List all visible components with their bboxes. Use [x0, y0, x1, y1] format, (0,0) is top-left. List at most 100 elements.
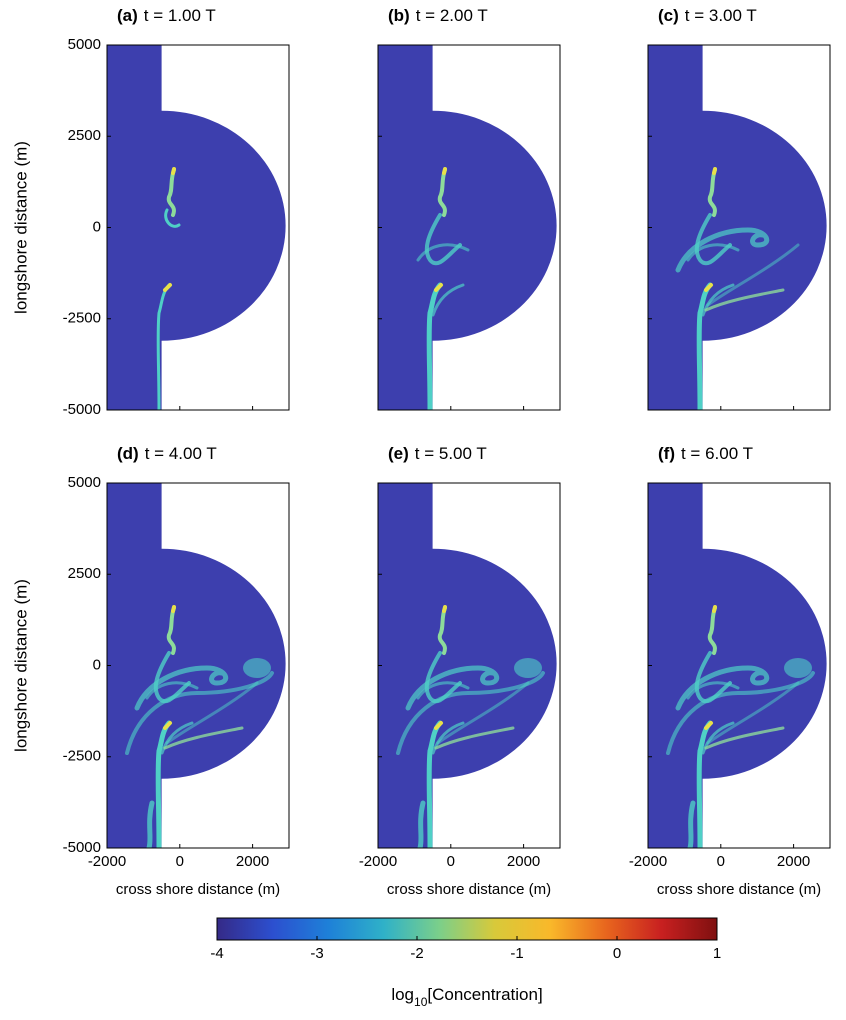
panel-letter: (f) — [658, 444, 675, 463]
plume — [431, 721, 465, 755]
plume — [163, 283, 172, 292]
y-tick-label: 0 — [93, 656, 101, 673]
plume — [696, 282, 713, 410]
plume — [706, 243, 800, 307]
plume — [405, 665, 500, 711]
plume — [704, 283, 713, 292]
plume — [416, 243, 470, 262]
plume — [125, 671, 274, 755]
colorbar-tick-label: -2 — [410, 945, 423, 962]
panel-letter: (a) — [117, 6, 138, 25]
plume — [166, 606, 176, 655]
colorbar-tick-label: -4 — [210, 945, 223, 962]
plume — [666, 671, 815, 755]
x-tick-label: 0 — [176, 853, 184, 870]
label-subscript: 10 — [414, 995, 428, 1009]
plume — [694, 213, 732, 266]
x-tick-label: 2000 — [777, 853, 810, 870]
plume — [675, 665, 770, 711]
colorbar-tick-label: -1 — [510, 945, 523, 962]
panel-time: t = 5.00 T — [415, 444, 487, 463]
y-tick-label: 5000 — [68, 474, 101, 491]
eddy — [784, 658, 812, 678]
colorbar-tick-label: 1 — [713, 945, 721, 962]
plume — [712, 167, 717, 175]
plume — [704, 726, 785, 750]
plume — [696, 720, 713, 848]
plume — [707, 168, 717, 217]
label-part: [Concentration] — [427, 985, 542, 1004]
label-part: log — [391, 985, 414, 1004]
panel — [648, 45, 830, 410]
plume — [434, 726, 515, 750]
plume — [171, 605, 176, 613]
panel-letter: (e) — [388, 444, 409, 463]
plume — [160, 721, 194, 755]
x-axis-label: cross shore distance (m) — [116, 881, 280, 898]
land — [702, 45, 830, 410]
plume — [166, 168, 176, 217]
land — [432, 483, 560, 848]
plume — [686, 243, 740, 262]
plume — [426, 282, 443, 410]
plume — [164, 208, 181, 228]
panel-title: (f) t = 6.00 T — [658, 444, 753, 463]
x-tick-label: 0 — [717, 853, 725, 870]
panel-title: (c) t = 3.00 T — [658, 6, 757, 25]
panel-time: t = 1.00 T — [144, 6, 216, 25]
panel-title: (a) t = 1.00 T — [117, 6, 216, 25]
plume — [426, 720, 443, 848]
plume — [436, 681, 530, 745]
plume — [155, 720, 172, 848]
panel — [378, 45, 560, 410]
plume — [163, 721, 172, 730]
plume — [396, 671, 545, 755]
plume — [153, 651, 191, 704]
colorbar — [216, 917, 718, 941]
y-tick-label: -2500 — [63, 748, 101, 765]
x-tick-label: -2000 — [88, 853, 126, 870]
x-tick-label: 2000 — [236, 853, 269, 870]
land — [161, 483, 289, 848]
y-tick-label: 2500 — [68, 127, 101, 144]
plume — [437, 168, 447, 217]
y-tick-label: 5000 — [68, 36, 101, 53]
panel-title: (d) t = 4.00 T — [117, 444, 217, 463]
plume — [694, 651, 732, 704]
plume — [704, 288, 785, 312]
x-tick-label: -2000 — [359, 853, 397, 870]
x-tick-label: 0 — [447, 853, 455, 870]
panel — [107, 45, 289, 410]
plume — [163, 726, 244, 750]
panel — [107, 483, 289, 848]
y-axis-label: longshore distance (m) — [11, 579, 30, 752]
y-tick-label: -5000 — [63, 839, 101, 856]
panel-title: (e) t = 5.00 T — [388, 444, 487, 463]
y-tick-label: 2500 — [68, 565, 101, 582]
panel-time: t = 6.00 T — [681, 444, 753, 463]
plume — [675, 227, 770, 273]
panel-letter: (d) — [117, 444, 139, 463]
plume — [417, 800, 426, 848]
plume — [707, 606, 717, 655]
plume — [145, 681, 199, 700]
colorbar-tick-label: 0 — [613, 945, 621, 962]
plume — [434, 283, 443, 292]
panel-time: t = 2.00 T — [416, 6, 488, 25]
plume — [165, 681, 259, 745]
panel-letter: (c) — [658, 6, 679, 25]
plume — [146, 800, 155, 848]
plume — [687, 800, 696, 848]
x-axis-label: cross shore distance (m) — [657, 881, 821, 898]
plume — [171, 167, 176, 175]
x-tick-label: -2000 — [629, 853, 667, 870]
plume — [424, 651, 462, 704]
plume — [704, 721, 713, 730]
eddy — [243, 658, 271, 678]
plume — [134, 665, 229, 711]
plume — [437, 606, 447, 655]
land — [161, 45, 289, 410]
land — [432, 45, 560, 410]
land — [702, 483, 830, 848]
